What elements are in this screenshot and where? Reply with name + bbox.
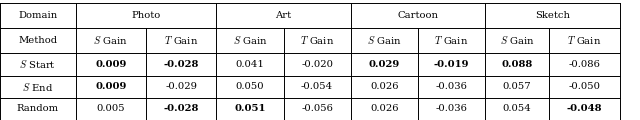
Text: 0.041: 0.041 [236,60,264,69]
Text: $\mathit{T}$ Gain: $\mathit{T}$ Gain [567,34,602,46]
Text: -0.054: -0.054 [301,82,333,91]
Text: $\mathit{T}$ Gain: $\mathit{T}$ Gain [435,34,468,46]
Text: -0.048: -0.048 [566,104,602,113]
Text: -0.020: -0.020 [301,60,333,69]
Text: 0.026: 0.026 [370,104,399,113]
Text: 0.029: 0.029 [369,60,400,69]
Text: -0.056: -0.056 [301,104,333,113]
Text: $\mathit{S}$ End: $\mathit{S}$ End [22,81,53,93]
Text: $\mathit{S}$ Gain: $\mathit{S}$ Gain [367,34,402,46]
Text: 0.088: 0.088 [502,60,532,69]
Text: 0.009: 0.009 [95,60,127,69]
Text: $\mathit{T}$ Gain: $\mathit{T}$ Gain [300,34,334,46]
Text: Cartoon: Cartoon [397,11,438,20]
Text: 0.026: 0.026 [370,82,399,91]
Text: Method: Method [18,36,58,45]
Text: -0.028: -0.028 [163,104,199,113]
Text: -0.029: -0.029 [165,82,197,91]
Text: $\mathit{T}$ Gain: $\mathit{T}$ Gain [164,34,198,46]
Text: Photo: Photo [131,11,161,20]
Text: $\mathit{S}$ Gain: $\mathit{S}$ Gain [93,34,128,46]
Text: -0.086: -0.086 [568,60,600,69]
Text: Art: Art [275,11,292,20]
Text: 0.054: 0.054 [503,104,531,113]
Text: Random: Random [17,104,59,113]
Text: -0.028: -0.028 [163,60,199,69]
Text: -0.036: -0.036 [436,104,467,113]
Text: 0.005: 0.005 [97,104,125,113]
Text: $\mathit{S}$ Gain: $\mathit{S}$ Gain [500,34,534,46]
Text: Domain: Domain [18,11,58,20]
Text: 0.051: 0.051 [234,104,266,113]
Text: -0.036: -0.036 [436,82,467,91]
Text: 0.057: 0.057 [503,82,531,91]
Text: 0.009: 0.009 [95,82,127,91]
Text: -0.050: -0.050 [568,82,600,91]
Text: $\mathit{S}$ Start: $\mathit{S}$ Start [19,59,56,71]
Text: $\mathit{S}$ Gain: $\mathit{S}$ Gain [232,34,268,46]
Text: 0.050: 0.050 [236,82,264,91]
Text: -0.019: -0.019 [434,60,469,69]
Text: Sketch: Sketch [535,11,570,20]
